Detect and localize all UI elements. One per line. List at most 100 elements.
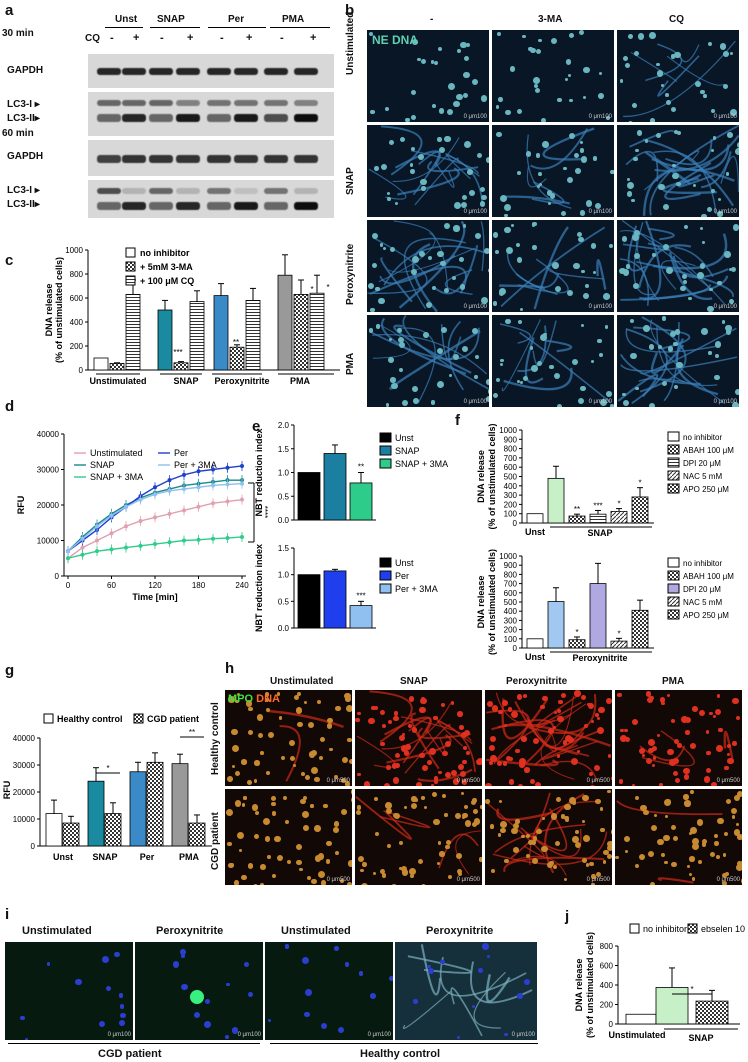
- cell-nucleus: [372, 871, 377, 876]
- net-fiber: [639, 745, 686, 761]
- cell-nucleus: [440, 260, 446, 267]
- b-scale-unit: μm: [593, 209, 602, 215]
- sig-mark: *: [310, 285, 313, 294]
- cell-nucleus: [644, 138, 649, 143]
- cell-nucleus: [368, 328, 374, 334]
- cell-nucleus: [549, 364, 554, 370]
- sig-mark: **: [189, 728, 195, 737]
- cell-nucleus: [427, 760, 433, 766]
- cell-nucleus: [518, 758, 526, 766]
- cell-nucleus: [308, 751, 315, 758]
- net-fiber: [623, 40, 736, 118]
- cell-nucleus: [664, 815, 668, 819]
- legend-swatch: [125, 275, 136, 286]
- sig-mark: *: [638, 479, 641, 488]
- a-band: [97, 114, 121, 122]
- cell-nucleus: [401, 869, 409, 876]
- cell-nucleus: [684, 800, 691, 807]
- legend-swatch: [379, 458, 392, 469]
- cell-nucleus: [321, 1022, 327, 1029]
- y-axis-label: DNA release: [574, 959, 584, 1012]
- cell-nucleus: [413, 999, 418, 1004]
- cell-nucleus: [515, 819, 520, 824]
- cell-nucleus: [368, 717, 376, 725]
- cell-nucleus: [399, 136, 406, 143]
- b-micrograph-grid: 0 μm 100 0 μm 100 0 μm 100 0 μm 100 0 μm 100 0 μm 100 0 μm 1…: [367, 30, 743, 407]
- a-band: [176, 202, 200, 210]
- cell-nucleus: [315, 855, 322, 862]
- cell-nucleus: [344, 692, 351, 700]
- i-col-unstim-1: Unstimulated: [22, 925, 92, 937]
- cell-nucleus: [512, 847, 519, 853]
- cell-nucleus: [611, 776, 612, 782]
- cell-nucleus: [480, 805, 482, 809]
- x-label: SNAP: [688, 1033, 713, 1043]
- cell-nucleus: [226, 983, 230, 987]
- h-scale-value: 500: [339, 877, 350, 883]
- data-point: [153, 485, 157, 490]
- cell-nucleus: [636, 129, 643, 136]
- panel-a-letter: a: [5, 2, 14, 19]
- cell-nucleus: [412, 255, 419, 263]
- net-fiber: [720, 155, 739, 193]
- y-tick-label: 0.0: [278, 624, 290, 633]
- a-group-per: Per: [228, 14, 245, 25]
- cell-nucleus: [412, 39, 418, 46]
- cell-nucleus: [594, 765, 601, 772]
- bar-f: [547, 601, 565, 649]
- net-fiber: [380, 125, 423, 176]
- net-fiber: [369, 690, 413, 743]
- a-band: [264, 155, 288, 163]
- cell-nucleus: [460, 770, 467, 777]
- data-point: [225, 499, 230, 504]
- cell-nucleus: [499, 362, 503, 367]
- cell-nucleus: [589, 861, 594, 867]
- net-fiber: [455, 830, 481, 875]
- net-fiber: [616, 800, 723, 816]
- x-label: Peroxynitrite: [572, 653, 627, 663]
- b-scale-value: 100: [476, 304, 487, 310]
- bar-g: [62, 822, 80, 847]
- h-col-unstimulated: Unstimulated: [270, 676, 334, 687]
- cell-nucleus: [606, 789, 611, 794]
- net-fiber: [620, 284, 712, 301]
- cell-nucleus: [681, 716, 688, 724]
- cell-nucleus: [594, 712, 599, 717]
- y-tick-label: 500: [504, 473, 518, 482]
- cell-nucleus: [388, 140, 394, 146]
- cell-nucleus: [75, 979, 82, 986]
- cell-nucleus: [727, 132, 733, 138]
- b-micrograph: 0 μm 100: [367, 30, 489, 122]
- cell-nucleus: [505, 109, 511, 115]
- cell-nucleus: [496, 31, 502, 37]
- cell-nucleus: [587, 702, 591, 707]
- cell-nucleus: [443, 287, 449, 293]
- cell-nucleus: [598, 71, 603, 76]
- cell-nucleus: [355, 809, 362, 815]
- cell-nucleus: [462, 194, 468, 200]
- cell-nucleus: [619, 267, 626, 275]
- cell-nucleus: [333, 821, 340, 828]
- cell-nucleus: [717, 211, 723, 217]
- cell-nucleus: [715, 709, 722, 716]
- cell-nucleus: [319, 755, 324, 760]
- cell-nucleus: [565, 59, 572, 65]
- a-cq-sign: -: [220, 32, 224, 44]
- cell-nucleus: [456, 48, 462, 54]
- cell-nucleus: [673, 738, 680, 745]
- a-band: [294, 100, 318, 106]
- cell-nucleus: [316, 699, 322, 705]
- cell-nucleus: [462, 93, 468, 99]
- cell-nucleus: [647, 851, 654, 858]
- cell-nucleus: [370, 705, 376, 711]
- b-scale-unit: μm: [468, 209, 477, 215]
- net-fiber: [417, 768, 473, 782]
- cell-nucleus: [420, 697, 427, 705]
- cell-nucleus: [692, 183, 697, 188]
- cell-nucleus: [632, 234, 640, 242]
- cell-nucleus: [398, 840, 404, 846]
- cell-nucleus: [448, 83, 456, 90]
- cell-nucleus: [494, 250, 500, 255]
- net-fiber: [383, 245, 486, 286]
- cell-nucleus: [602, 860, 607, 864]
